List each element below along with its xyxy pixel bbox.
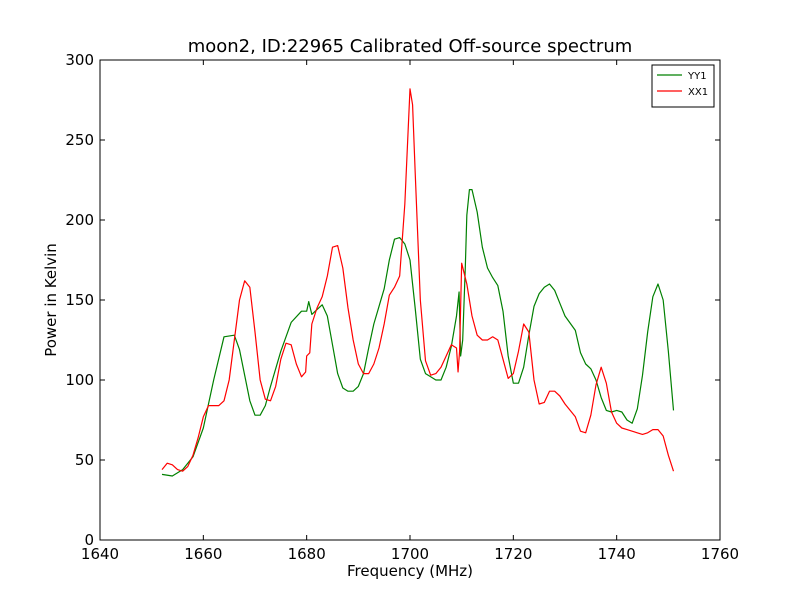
plot-frame [99, 59, 721, 541]
x-axis-label: Frequency (MHz) [347, 562, 473, 580]
series-line-yy1 [161, 189, 675, 477]
x-axis: 1640 1660 1680 1700 1720 1740 1760 [81, 60, 739, 563]
x-tick-label: 1760 [701, 545, 739, 563]
x-tick-label: 1660 [184, 545, 222, 563]
y-tick-label: 250 [65, 131, 94, 149]
y-tick-label: 200 [65, 211, 94, 229]
y-tick-label: 50 [75, 451, 94, 469]
plot-area [161, 88, 675, 477]
x-tick-label: 1640 [81, 545, 119, 563]
legend-label-xx1: XX1 [688, 87, 708, 98]
y-axis: 0 50 100 150 200 250 300 [65, 51, 720, 549]
chart-title: moon2, ID:22965 Calibrated Off-source sp… [188, 36, 633, 57]
y-tick-label: 0 [84, 531, 94, 549]
legend-box [651, 64, 715, 108]
x-tick-label: 1700 [391, 545, 429, 563]
y-tick-label: 150 [65, 291, 94, 309]
series-line-xx1 [161, 88, 675, 472]
x-tick-label: 1740 [598, 545, 636, 563]
x-tick-label: 1680 [288, 545, 326, 563]
y-tick-label: 300 [65, 51, 94, 69]
y-axis-label: Power in Kelvin [42, 243, 60, 357]
legend-label-yy1: YY1 [687, 71, 707, 82]
x-tick-label: 1720 [494, 545, 532, 563]
y-tick-label: 100 [65, 371, 94, 389]
